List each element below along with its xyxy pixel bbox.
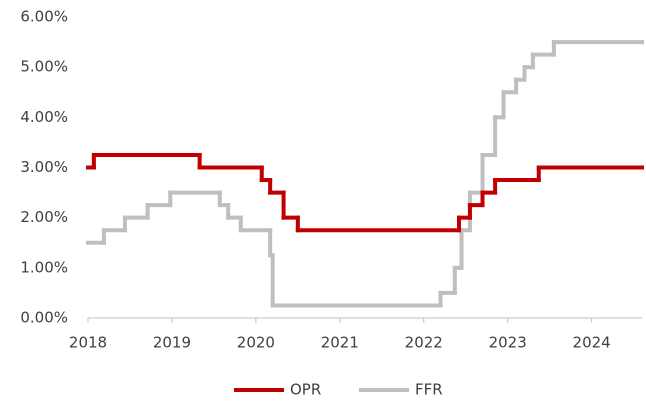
- y-tick-label: 5.00%: [20, 58, 68, 76]
- x-tick-label: 2024: [573, 334, 611, 352]
- y-tick-label: 2.00%: [20, 208, 68, 226]
- legend-label: FFR: [415, 381, 443, 399]
- x-tick-label: 2023: [489, 334, 527, 352]
- series-line: [86, 40, 644, 308]
- x-tick-label: 2022: [405, 334, 443, 352]
- legend-label: OPR: [290, 381, 321, 399]
- series-line: [86, 152, 644, 233]
- y-tick-label: 1.00%: [20, 258, 68, 276]
- x-tick-label: 2019: [153, 334, 191, 352]
- y-tick-label: 3.00%: [20, 158, 68, 176]
- x-tick-label: 2021: [321, 334, 359, 352]
- y-tick-label: 0.00%: [20, 309, 68, 327]
- x-tick-label: 2020: [237, 334, 275, 352]
- y-tick-label: 4.00%: [20, 108, 68, 126]
- y-tick-label: 6.00%: [20, 8, 68, 26]
- x-tick-label: 2018: [69, 334, 107, 352]
